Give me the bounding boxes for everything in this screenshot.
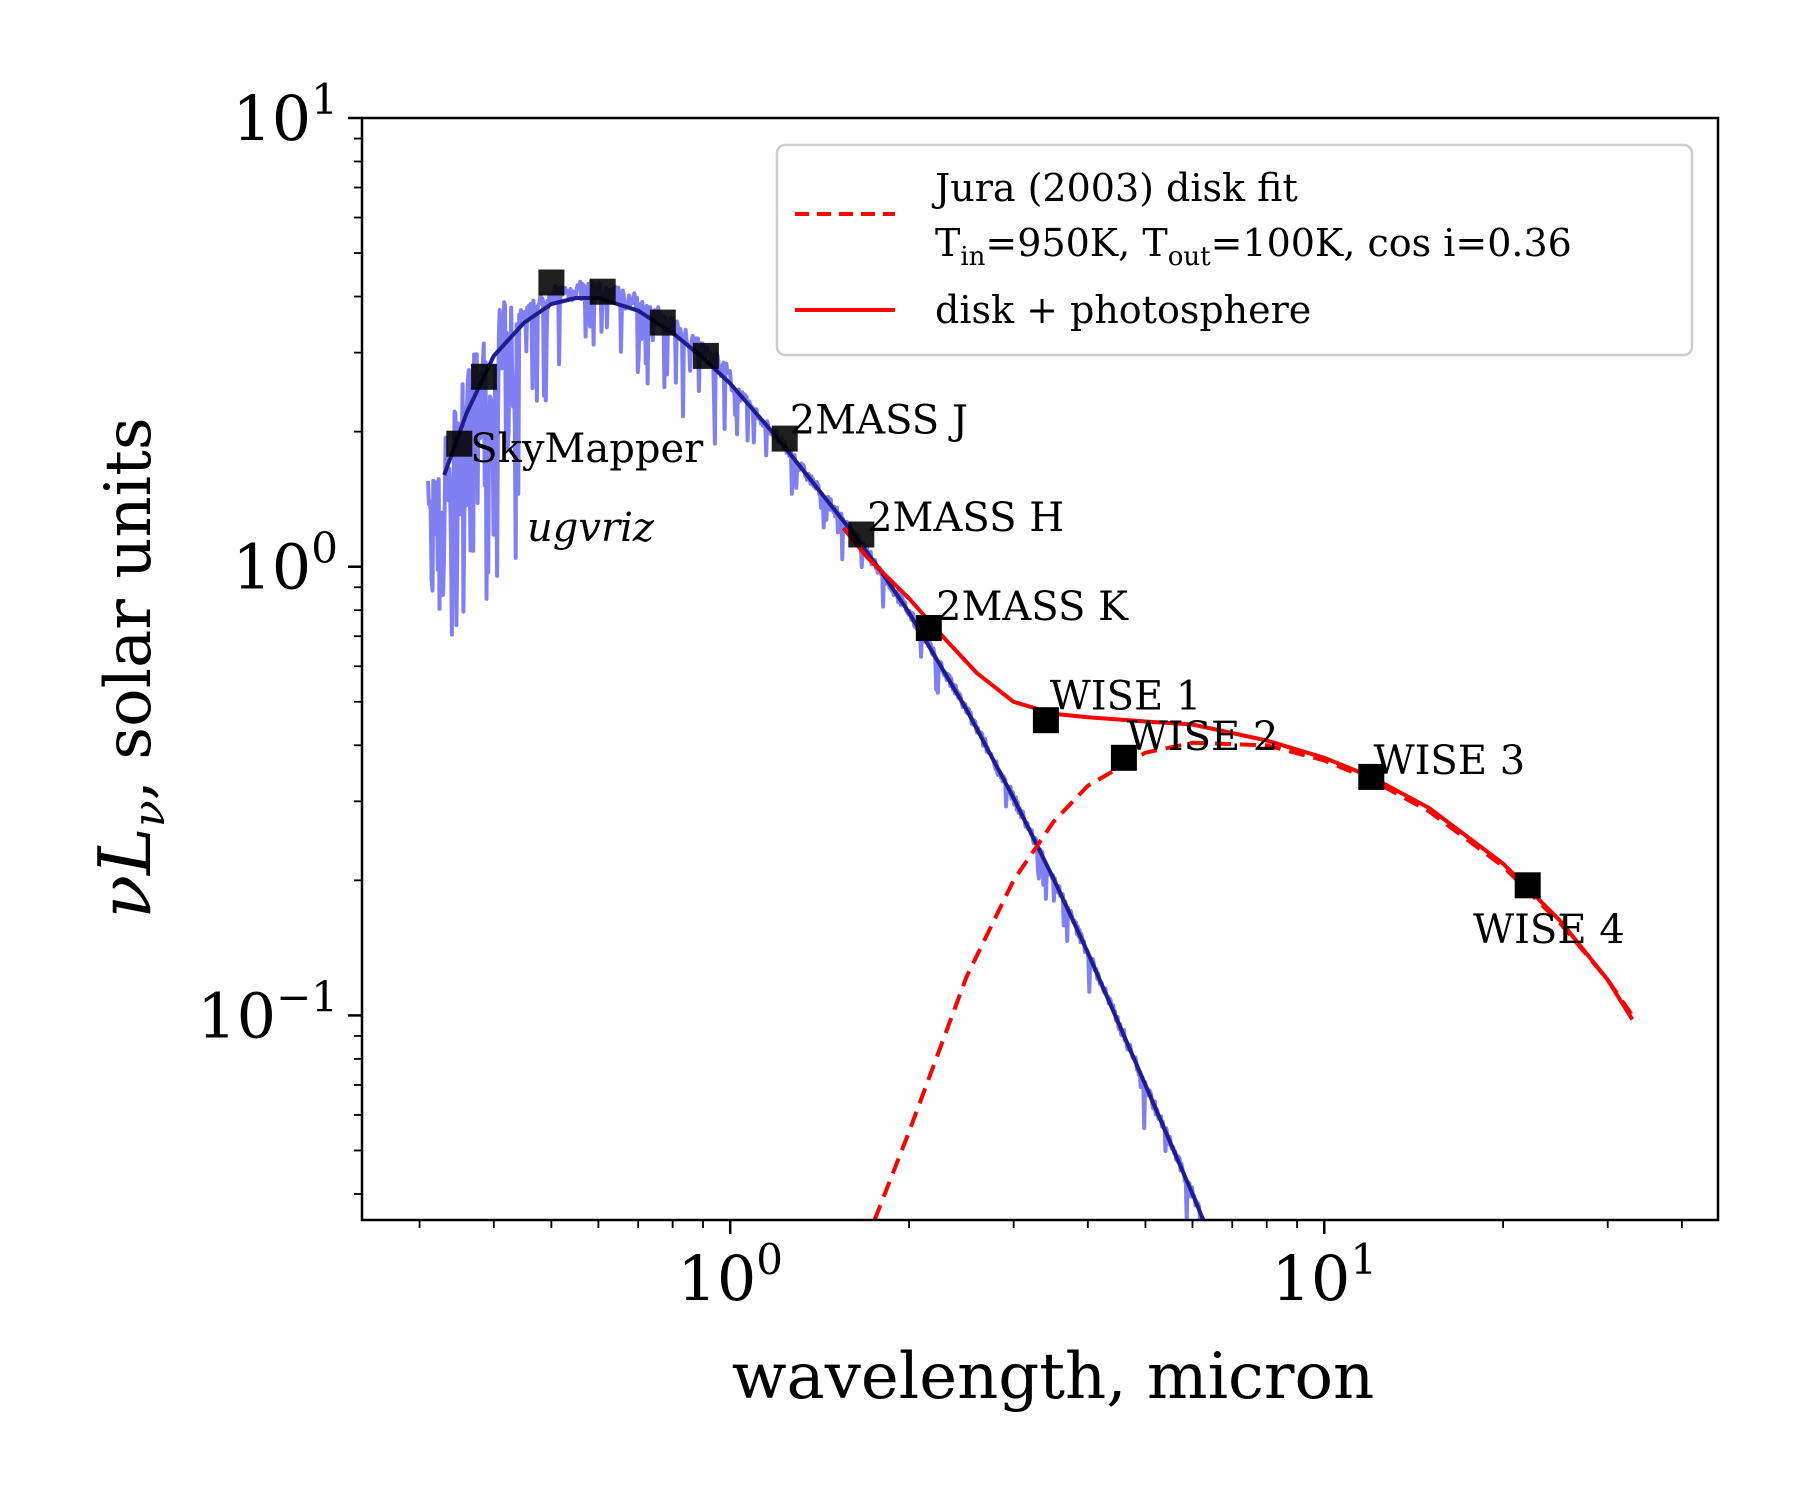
- y-tick-label: 100: [232, 524, 338, 604]
- photometry-point: [848, 521, 875, 548]
- annotation-2mass-k: 2MASS K: [936, 584, 1129, 630]
- legend: Jura (2003) disk fit Tin=950K, Tout=100K…: [775, 143, 1694, 357]
- legend-disk-fit-title: Jura (2003) disk fit: [931, 166, 1298, 210]
- axis-ticks: [348, 116, 1683, 1234]
- photometry-point: [1032, 707, 1059, 734]
- photometry-point: [1514, 872, 1541, 899]
- y-axis-label: νLν, solar units: [83, 417, 175, 918]
- annotation-wise-3: WISE 3: [1374, 738, 1526, 784]
- annotation-wise-2: WISE 2: [1127, 714, 1279, 760]
- photometry-points: [446, 269, 1541, 899]
- y-label-subscript: ν: [124, 800, 175, 827]
- annotation-ugvriz: ugvriz: [527, 505, 655, 551]
- photometry-point: [538, 269, 565, 296]
- y-label-symbol: νL: [83, 827, 167, 919]
- photometry-point: [915, 615, 942, 641]
- photometry-point: [1358, 763, 1385, 790]
- legend-box: [775, 143, 1694, 357]
- annotation-wise-4: WISE 4: [1473, 907, 1625, 953]
- x-axis-label: wavelength, micron: [732, 1340, 1374, 1414]
- photometry-point: [692, 342, 719, 369]
- photometry-point: [771, 425, 798, 452]
- legend-disk-fit-params: Tin=950K, Tout=100K, cos i=0.36: [935, 221, 1572, 272]
- annotation-2mass-j: 2MASS J: [790, 398, 968, 444]
- photometry-point: [446, 430, 473, 457]
- y-label-rest: , solar units: [92, 417, 166, 800]
- photometry-point: [1110, 744, 1137, 771]
- annotation-skymapper: SkyMapper: [470, 426, 704, 472]
- annotation-wise-1: WISE 1: [1050, 674, 1202, 720]
- tick-labels: 100 101 10−1 100 101: [197, 75, 1377, 1315]
- plot-frame: [360, 116, 1720, 1222]
- photometry-point: [589, 278, 616, 305]
- photometry-point: [649, 309, 676, 336]
- filter-annotations: SkyMapper ugvriz 2MASS J 2MASS H 2MASS K WISE…: [470, 398, 1624, 953]
- x-tick-label: 101: [1271, 1235, 1377, 1315]
- photometry-point: [470, 363, 497, 390]
- legend-disk-photosphere: disk + photosphere: [935, 288, 1311, 332]
- annotation-2mass-h: 2MASS H: [867, 495, 1064, 541]
- x-tick-label: 100: [677, 1235, 783, 1315]
- y-tick-label: 10−1: [197, 972, 338, 1052]
- y-tick-label: 101: [232, 75, 338, 155]
